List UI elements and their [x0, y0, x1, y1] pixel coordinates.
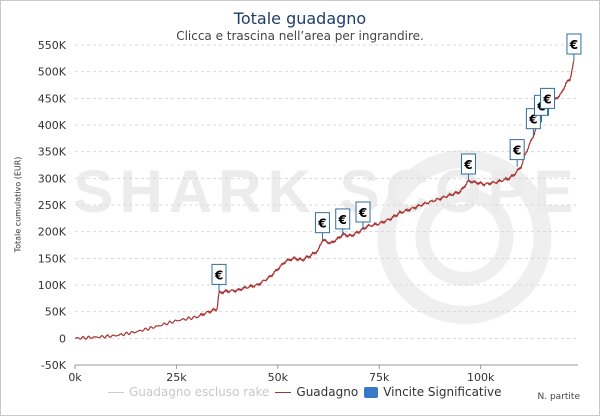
significant-win-euro-icon: € [528, 113, 537, 127]
legend-label-significant-wins: Vincite Significative [383, 385, 502, 399]
significant-win-marker[interactable] [509, 139, 525, 161]
y-tick-label: 150K [38, 252, 67, 265]
significant-win-euro-icon: € [569, 38, 578, 52]
y-tick-label: 300K [38, 172, 67, 185]
significant-win-marker[interactable] [540, 87, 556, 109]
significant-win-marker[interactable] [211, 263, 227, 285]
legend-item-rake-excluded[interactable]: Guadagno escluso rake [108, 385, 269, 399]
y-tick-label: 350K [38, 146, 67, 159]
x-tick-label: 0k [68, 371, 82, 384]
significant-win-marker[interactable] [355, 201, 371, 223]
chart-title: Totale guadagno [233, 9, 367, 28]
significant-win-marker[interactable] [335, 208, 351, 230]
significant-win-marker[interactable] [314, 212, 330, 234]
chart-subtitle: Clicca e trascina nell’area per ingrandi… [176, 29, 424, 43]
significant-win-euro-icon: € [358, 206, 367, 220]
y-tick-label: 550K [38, 39, 67, 52]
significant-win-euro-icon: € [542, 92, 551, 106]
y-tick-label: 500K [38, 66, 67, 79]
y-tick-label: 50K [45, 306, 67, 319]
y-tick-label: 100K [38, 279, 67, 292]
sharkscope-watermark: SHARK SCOPE [73, 150, 574, 324]
significant-win-euro-icon: € [317, 217, 326, 231]
y-tick-label: 250K [38, 199, 67, 212]
legend-item-significant-wins[interactable]: Vincite Significative [364, 385, 501, 399]
x-tick-label: 25k [166, 371, 187, 384]
legend-label-profit: Guadagno [296, 385, 359, 399]
legend-label-rake-excluded: Guadagno escluso rake [129, 385, 270, 399]
y-tick-label: 200K [38, 226, 67, 239]
y-tick-label: 400K [38, 119, 67, 132]
significant-win-euro-icon: € [214, 268, 223, 282]
watermark-ring [415, 188, 514, 286]
x-tick-label: 100k [467, 371, 495, 384]
y-tick-label: -50K [41, 359, 67, 372]
significant-win-euro-icon: € [512, 144, 521, 158]
legend-swatch-significant-wins [364, 386, 379, 398]
x-tick-label: 75k [369, 371, 390, 384]
legend-item-profit[interactable]: Guadagno [275, 385, 358, 399]
significant-win-euro-icon: € [338, 213, 347, 227]
legend: Guadagno escluso rake Guadagno Vincite S… [108, 385, 507, 399]
y-tick-label: 450K [38, 92, 67, 105]
significant-win-marker[interactable] [566, 33, 582, 55]
legend-swatch-rake-excluded [108, 391, 124, 393]
y-tick-label: 0 [59, 332, 66, 345]
significant-win-euro-icon: € [463, 158, 472, 172]
legend-swatch-profit [275, 391, 292, 393]
significant-win-marker[interactable] [460, 153, 476, 175]
x-tick-label: 50k [268, 371, 289, 384]
x-axis-label: N. partite [537, 392, 580, 402]
